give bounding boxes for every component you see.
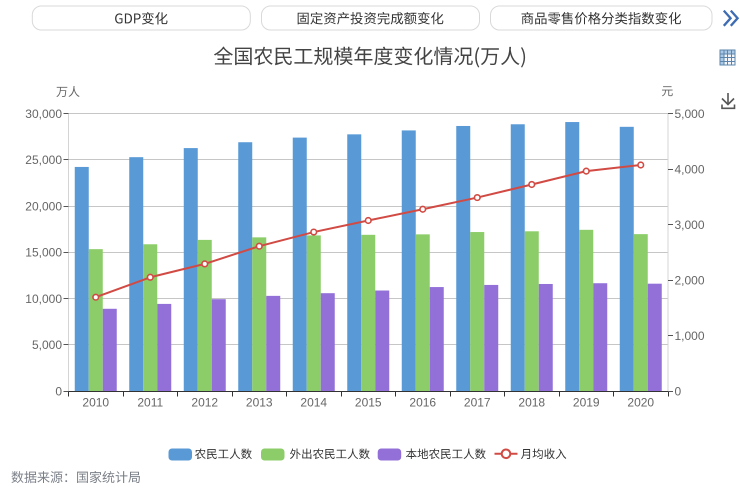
svg-text:4,000: 4,000 [675, 162, 705, 176]
svg-text:15,000: 15,000 [25, 246, 62, 260]
svg-text:0: 0 [675, 384, 682, 398]
svg-text:5,000: 5,000 [675, 107, 705, 121]
svg-text:5,000: 5,000 [32, 338, 62, 352]
svg-text:2011: 2011 [137, 396, 163, 410]
svg-text:2018: 2018 [518, 396, 545, 410]
svg-text:2020: 2020 [627, 396, 654, 410]
svg-text:30,000: 30,000 [25, 107, 62, 121]
svg-text:20,000: 20,000 [25, 199, 62, 213]
svg-text:1,000: 1,000 [675, 329, 705, 343]
svg-text:2016: 2016 [409, 396, 436, 410]
svg-text:10,000: 10,000 [25, 292, 62, 306]
svg-text:2017: 2017 [464, 396, 491, 410]
svg-text:2010: 2010 [82, 396, 109, 410]
svg-text:3,000: 3,000 [675, 218, 705, 232]
svg-text:2012: 2012 [191, 396, 218, 410]
svg-text:2,000: 2,000 [675, 273, 705, 287]
svg-text:2019: 2019 [573, 396, 600, 410]
svg-text:0: 0 [55, 384, 62, 398]
svg-text:2013: 2013 [246, 396, 273, 410]
svg-text:2014: 2014 [300, 396, 327, 410]
svg-text:25,000: 25,000 [25, 153, 62, 167]
svg-text:2015: 2015 [355, 396, 382, 410]
